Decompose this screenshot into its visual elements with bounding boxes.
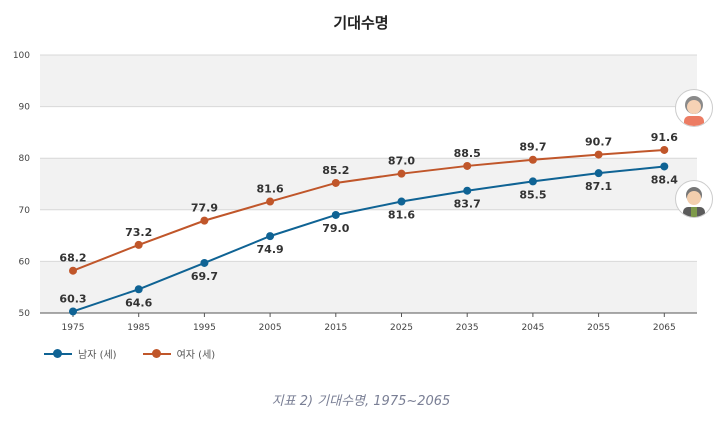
grid-band — [40, 55, 697, 107]
x-tick-label: 2055 — [587, 323, 610, 333]
data-point — [266, 232, 275, 241]
data-point — [397, 197, 406, 206]
data-point — [528, 155, 537, 164]
data-point — [200, 258, 209, 267]
x-tick-label: 2015 — [324, 323, 347, 333]
legend-item-female: 여자 (세) — [142, 346, 216, 361]
data-point — [331, 178, 340, 187]
data-label: 87.1 — [585, 180, 612, 193]
data-label: 73.2 — [125, 226, 152, 239]
figure-caption: 지표 2) 기대수명, 1975~2065 — [271, 394, 451, 409]
data-label: 88.4 — [651, 173, 678, 186]
male-avatar-icon — [675, 180, 713, 218]
grid-band — [40, 158, 697, 210]
series-line-female — [72, 148, 665, 272]
grid-band — [40, 261, 697, 313]
data-point — [660, 162, 669, 171]
data-label: 68.2 — [59, 252, 86, 265]
data-point — [463, 161, 472, 170]
y-tick-label: 80 — [19, 154, 31, 164]
data-point — [594, 169, 603, 178]
legend-swatch-female — [142, 348, 171, 358]
data-label: 88.5 — [454, 147, 481, 160]
data-point — [134, 240, 143, 249]
data-point — [69, 307, 77, 316]
data-label: 81.6 — [257, 183, 284, 196]
data-label: 69.7 — [191, 270, 218, 283]
x-tick-label: 1985 — [127, 323, 150, 333]
legend-item-male: 남자 (세) — [44, 346, 117, 361]
data-point — [266, 197, 275, 206]
data-label: 85.5 — [519, 188, 546, 201]
x-tick-label: 2045 — [521, 323, 544, 333]
data-label: 79.0 — [322, 222, 349, 235]
x-tick-label: 1975 — [62, 323, 85, 333]
data-point — [69, 266, 77, 275]
data-point — [331, 210, 340, 219]
data-label: 90.7 — [585, 136, 612, 149]
x-tick-label: 2035 — [456, 323, 479, 333]
legend-label-female: 여자 (세) — [176, 350, 216, 361]
legend-swatch-male — [44, 348, 72, 358]
y-tick-label: 100 — [13, 51, 30, 61]
y-tick-label: 50 — [19, 309, 31, 319]
y-tick-label: 90 — [19, 103, 31, 113]
data-point — [463, 186, 472, 195]
x-tick-label: 2025 — [390, 323, 413, 333]
data-point — [397, 169, 406, 178]
data-label: 81.6 — [388, 209, 415, 222]
legend: 남자 (세) 여자 (세) — [44, 346, 215, 361]
data-point — [594, 150, 603, 159]
data-label: 87.0 — [388, 155, 415, 168]
y-tick-label: 60 — [19, 257, 31, 267]
data-point — [660, 145, 669, 154]
data-point — [200, 216, 209, 225]
x-tick-label: 2065 — [653, 323, 676, 333]
data-label: 77.9 — [191, 202, 218, 215]
data-label: 91.6 — [651, 131, 678, 144]
x-tick-label: 2005 — [259, 323, 282, 333]
data-point — [528, 177, 537, 186]
legend-label-male: 남자 (세) — [78, 350, 117, 361]
data-label: 85.2 — [322, 164, 349, 177]
data-label: 89.7 — [519, 141, 546, 154]
line-chart: 50 60 70 80 90 100 1975 1985 1995 2005 2015 2025 203… — [13, 51, 697, 333]
y-tick-label: 70 — [19, 206, 31, 216]
data-label: 64.6 — [125, 296, 152, 309]
data-label: 60.3 — [59, 292, 86, 305]
data-label: 83.7 — [454, 198, 481, 211]
chart-title: 기대수명 — [333, 14, 389, 32]
data-point — [134, 285, 143, 294]
female-avatar-icon — [675, 89, 713, 127]
series-line-male — [72, 165, 665, 313]
data-label: 74.9 — [257, 243, 284, 256]
x-tick-label: 1995 — [193, 323, 216, 333]
